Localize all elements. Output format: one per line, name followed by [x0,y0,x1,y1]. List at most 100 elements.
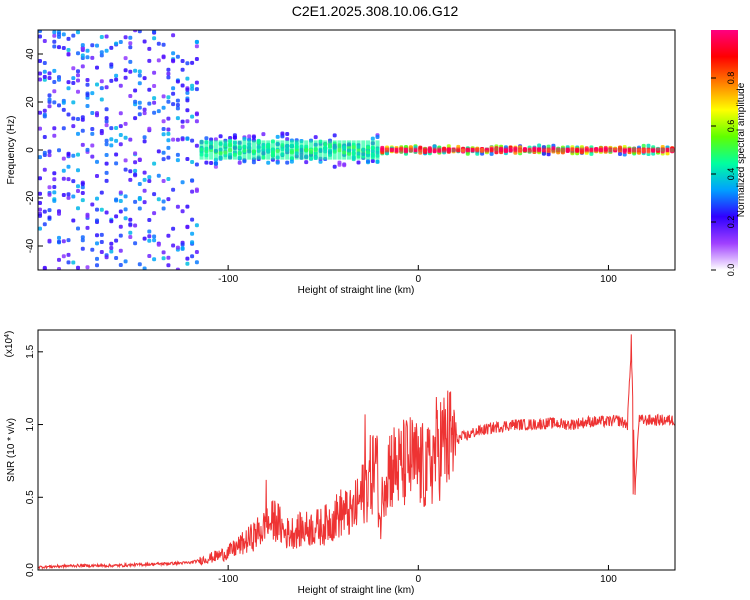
spectrogram-cell [85,93,90,97]
spectrogram-cell [95,43,99,48]
spectrogram-band [337,140,342,160]
spectrogram-cell [47,153,52,158]
spectrogram-cell [194,119,199,124]
spectrogram-cell [247,134,252,139]
spectrogram-cell [76,189,80,193]
spectrogram-cell [190,178,195,183]
spectrogram-cell [123,68,128,73]
spectrogram-cell [76,30,80,35]
spectrogram-cell [194,87,199,92]
spectrogram-cell [123,56,128,61]
spectrogram-cell [137,182,142,186]
spectrogram-cell [142,111,147,116]
spectrogram-cell [76,226,80,231]
spectrogram-cell [123,194,128,199]
spectrogram-cell [52,133,57,138]
spectrogram-cell [42,108,47,113]
spectrogram-cell [52,100,57,105]
spectrogram-cell [142,170,147,175]
spectrogram-cell [76,184,80,189]
spectrogram-cell [80,46,85,51]
spectrogram-cell [541,151,546,156]
spectrogram-cell [280,131,285,136]
spectrogram-cell [128,217,133,222]
spectrogram-cell [171,243,176,248]
spectrogram-band [518,147,523,153]
spectrogram-cell [180,242,185,247]
spectrogram-cell [194,143,199,148]
spectrogram-cell [104,170,109,175]
spectrogram-cell [194,112,199,117]
spectrogram-cell [85,212,90,217]
y-tick-label: 20 [25,96,36,108]
spectrogram-band [280,140,285,160]
spectrogram-band [380,147,385,153]
spectrogram-band [228,140,233,160]
spectrogram-cell [118,133,123,137]
spectrogram-band [532,147,537,153]
spectrogram-cell [147,58,152,63]
spectrogram-cell [76,78,80,83]
spectrogram-cell [171,33,176,38]
spectrogram-cell [76,69,80,74]
spectrogram-cell [156,41,161,46]
spectrogram-cell [185,157,190,161]
spectrogram-cell [194,250,199,254]
spectrogram-cell [99,232,104,237]
y-tick-label: 1.5 [25,344,36,358]
spectrogram-cell [61,100,66,105]
snr-x-axis-label: Height of straight line (km) [298,585,415,596]
spectrogram-cell [370,136,375,141]
spectrogram-cell [80,198,85,203]
spectrogram-cell [66,48,71,52]
spectrogram-cell [109,219,114,224]
spectrogram-band [394,147,399,153]
spectrogram-cell [175,137,180,142]
spectrogram-cell [161,54,166,59]
spectrogram-band [608,147,613,153]
spectrogram-cell [38,126,42,131]
spectrogram-cell [104,142,109,147]
spectrogram-cell [38,77,42,82]
spectrogram-cell [152,84,157,88]
spectrogram-cell [71,218,76,223]
spectrogram-cell [156,242,161,247]
spectrogram-cell [618,152,622,156]
spectrogram-cell [204,160,209,165]
spectrogram-cell [123,207,128,212]
spectrogram-cell [104,161,109,166]
spectrogram-band [261,140,266,160]
spectrogram-cell [190,240,195,245]
spectrogram-cell [133,160,138,165]
spectrogram-cell [114,126,119,130]
spectrogram-cell [38,59,42,63]
spectrogram-cell [152,211,157,216]
spectrogram-band [513,147,518,153]
spectrogram-cell [114,256,119,260]
spectrogram-cell [171,51,176,56]
spectrogram-cell [118,111,123,116]
spectrogram-cell [128,45,133,50]
spectrogram-cell [147,46,152,51]
spectrogram-cell [180,59,185,63]
spectrogram-cell [166,145,171,150]
spectrogram-cell [61,239,66,244]
spectrogram-cell [52,126,57,131]
spectrogram-cell [123,259,128,264]
spectrogram-cell [90,247,95,252]
spectrogram-cell [52,44,57,49]
spectrogram-cell [133,116,138,121]
spectrogram-cell [85,265,90,270]
spectrogram-cell [171,137,176,142]
spectrogram-cell [52,89,57,94]
spectrogram-cell [104,138,109,143]
spectrogram-band [622,147,627,153]
spectrogram-cell [166,67,171,72]
spectrogram-cell [375,159,380,164]
spectrogram-cell [171,86,176,91]
spectrogram-panel: -100 0 100 -40 -20 0 20 40 Height of straight … [6,29,676,296]
spectrogram-cell [147,87,152,92]
spectrogram-band [541,147,546,153]
y-tick-label: 0.0 [25,563,36,577]
spectrogram-cell [95,207,99,212]
